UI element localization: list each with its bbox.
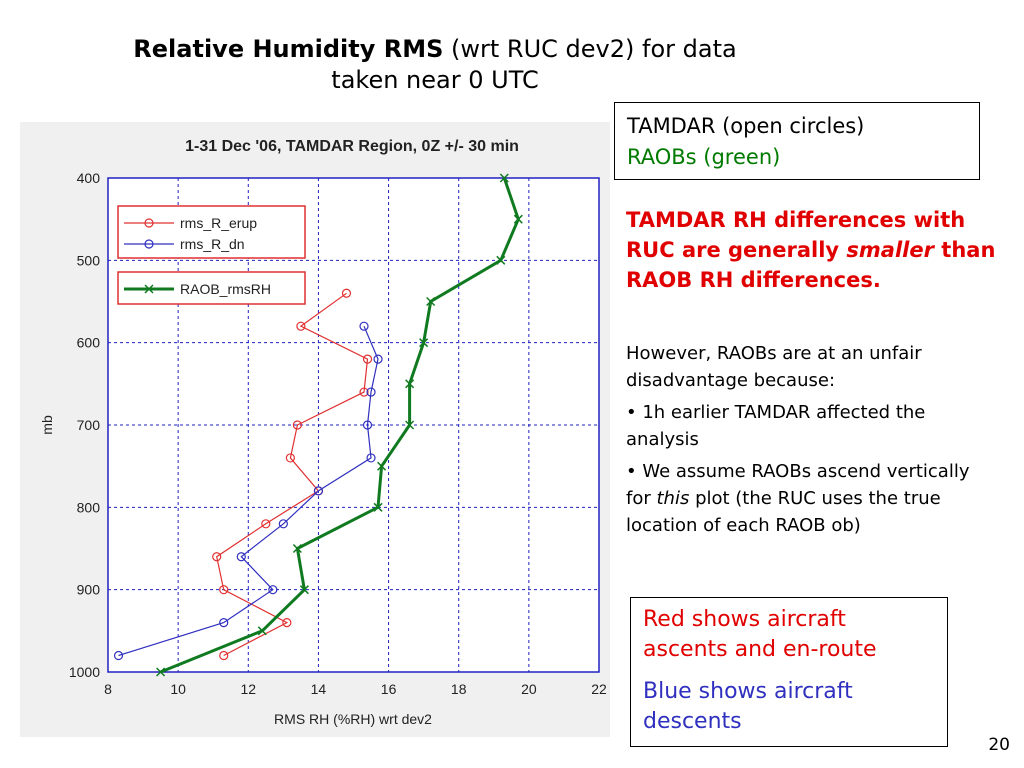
- raob-key: RAOBs (green): [627, 145, 781, 169]
- data-point-raob-rmsrh: [377, 461, 387, 471]
- chart-panel: 1-31 Dec '06, TAMDAR Region, 0Z +/- 30 m…: [20, 122, 610, 737]
- data-point-rms-r-dn: [219, 618, 229, 628]
- data-point-rms-r-erup: [362, 354, 373, 364]
- data-point-rms-r-dn: [278, 519, 288, 529]
- axis-ticks: 8 10 12 14 16 18 20 22 400 500 600 700 800 900 1000: [69, 170, 607, 697]
- x-tick-label: 14: [311, 681, 327, 697]
- data-point-rms-r-dn: [362, 420, 373, 430]
- x-tick-label: 8: [104, 681, 112, 697]
- data-point-rms-r-erup: [212, 552, 222, 562]
- caveat-bullet-2: • We assume RAOBs ascend vertically for …: [626, 458, 996, 539]
- caveat-text: However, RAOBs are at an unfair disadvan…: [626, 340, 996, 544]
- data-point-rms-r-dn: [113, 650, 124, 661]
- y-axis-label: mb: [39, 415, 55, 435]
- grid: [108, 178, 599, 672]
- data-point-raob-rmsrh: [496, 255, 506, 265]
- rh-rms-chart: 1-31 Dec '06, TAMDAR Region, 0Z +/- 30 m…: [39, 138, 607, 727]
- legend-marker-raob: [144, 284, 154, 294]
- bullet-2-a: • We assume RAOBs ascend vertically for: [626, 461, 970, 509]
- legend-marker-dn: [144, 239, 154, 249]
- x-tick-label: 20: [521, 681, 537, 697]
- claim-part-2: than RAOB RH differences.: [626, 238, 996, 292]
- main-claim: TAMDAR RH differences with RUC are gener…: [626, 205, 996, 295]
- y-tick-label: 600: [77, 335, 101, 351]
- title-bold: Relative Humidity RMS: [133, 35, 444, 63]
- data-point-rms-r-erup: [296, 321, 306, 331]
- y-tick-label: 900: [77, 582, 101, 598]
- data-point-raob-rmsrh: [405, 420, 415, 430]
- data-point-rms-r-dn: [366, 387, 376, 397]
- data-point-raob-rmsrh: [405, 379, 415, 389]
- data-point-raob-rmsrh: [299, 585, 309, 595]
- y-tick-label: 800: [77, 499, 101, 515]
- data-point-raob-rmsrh: [373, 502, 383, 512]
- data-point-raob-rmsrh: [292, 543, 302, 554]
- y-tick-label: 1000: [69, 664, 100, 680]
- claim-italic: smaller: [846, 238, 934, 262]
- slide-title: Relative Humidity RMS (wrt RUC dev2) for…: [0, 34, 870, 96]
- data-point-raob-rmsrh: [499, 173, 509, 183]
- legend-marker-erup: [144, 218, 154, 228]
- marker-key-box: TAMDAR (open circles) RAOBs (green): [614, 102, 980, 180]
- color-key-box: Red shows aircraft ascents and en-route …: [630, 597, 948, 747]
- data-point-rms-r-dn: [373, 354, 383, 364]
- x-tick-label: 18: [451, 681, 467, 697]
- legend-label-erup: rms_R_erup: [180, 215, 257, 231]
- data-point-rms-r-erup: [359, 387, 369, 397]
- chart-legend: rms_R_erup rms_R_dn RAOB_rmsRH: [117, 205, 306, 305]
- series-layer: [113, 173, 523, 677]
- data-point-rms-r-erup: [219, 585, 229, 595]
- bullet-2-b: plot (the RUC uses the true location of …: [626, 488, 941, 536]
- series-line-rms-r-dn: [118, 325, 379, 657]
- data-point-rms-r-erup: [219, 650, 229, 661]
- data-point-rms-r-erup: [285, 453, 295, 463]
- data-point-rms-r-erup: [282, 618, 292, 628]
- data-point-rms-r-erup: [341, 288, 352, 298]
- x-axis-label: RMS RH (%RH) wrt dev2: [274, 711, 432, 727]
- caveat-intro: However, RAOBs are at an unfair disadvan…: [626, 343, 922, 391]
- x-tick-label: 12: [240, 681, 256, 697]
- data-point-raob-rmsrh: [419, 338, 429, 348]
- y-tick-label: 700: [77, 417, 101, 433]
- legend-box-upper: [117, 205, 306, 259]
- data-point-rms-r-dn: [366, 453, 376, 463]
- y-tick-label: 500: [77, 252, 101, 268]
- chart-title: 1-31 Dec '06, TAMDAR Region, 0Z +/- 30 m…: [185, 138, 519, 155]
- title-rest: (wrt RUC dev2) for data: [443, 35, 737, 63]
- title-line-2: taken near 0 UTC: [331, 66, 539, 94]
- caveat-bullet-1: • 1h earlier TAMDAR affected the analysi…: [626, 402, 926, 450]
- x-tick-label: 16: [381, 681, 397, 697]
- blue-key: Blue shows aircraft descents: [643, 679, 853, 734]
- data-point-rms-r-dn: [268, 585, 278, 595]
- tamdar-key: TAMDAR (open circles): [627, 114, 865, 138]
- legend-label-raob: RAOB_rmsRH: [180, 281, 271, 297]
- series-line-rms-r-erup: [216, 292, 369, 657]
- page-number: 20: [988, 735, 1010, 755]
- x-tick-label: 22: [591, 681, 607, 697]
- data-point-raob-rmsrh: [257, 626, 267, 636]
- data-point-rms-r-dn: [313, 486, 324, 496]
- red-key: Red shows aircraft ascents and en-route: [643, 607, 877, 662]
- data-point-rms-r-dn: [359, 321, 369, 331]
- bullet-2-italic: this: [656, 488, 690, 509]
- data-point-rms-r-erup: [292, 420, 302, 430]
- data-point-rms-r-dn: [236, 552, 246, 562]
- x-tick-label: 10: [170, 681, 186, 697]
- data-point-raob-rmsrh: [156, 667, 166, 677]
- data-point-raob-rmsrh: [513, 214, 523, 224]
- data-point-rms-r-erup: [261, 519, 271, 529]
- legend-label-dn: rms_R_dn: [180, 236, 245, 252]
- y-tick-label: 400: [77, 170, 101, 186]
- data-point-raob-rmsrh: [426, 296, 436, 307]
- claim-part-1: TAMDAR RH differences with RUC are gener…: [626, 208, 966, 262]
